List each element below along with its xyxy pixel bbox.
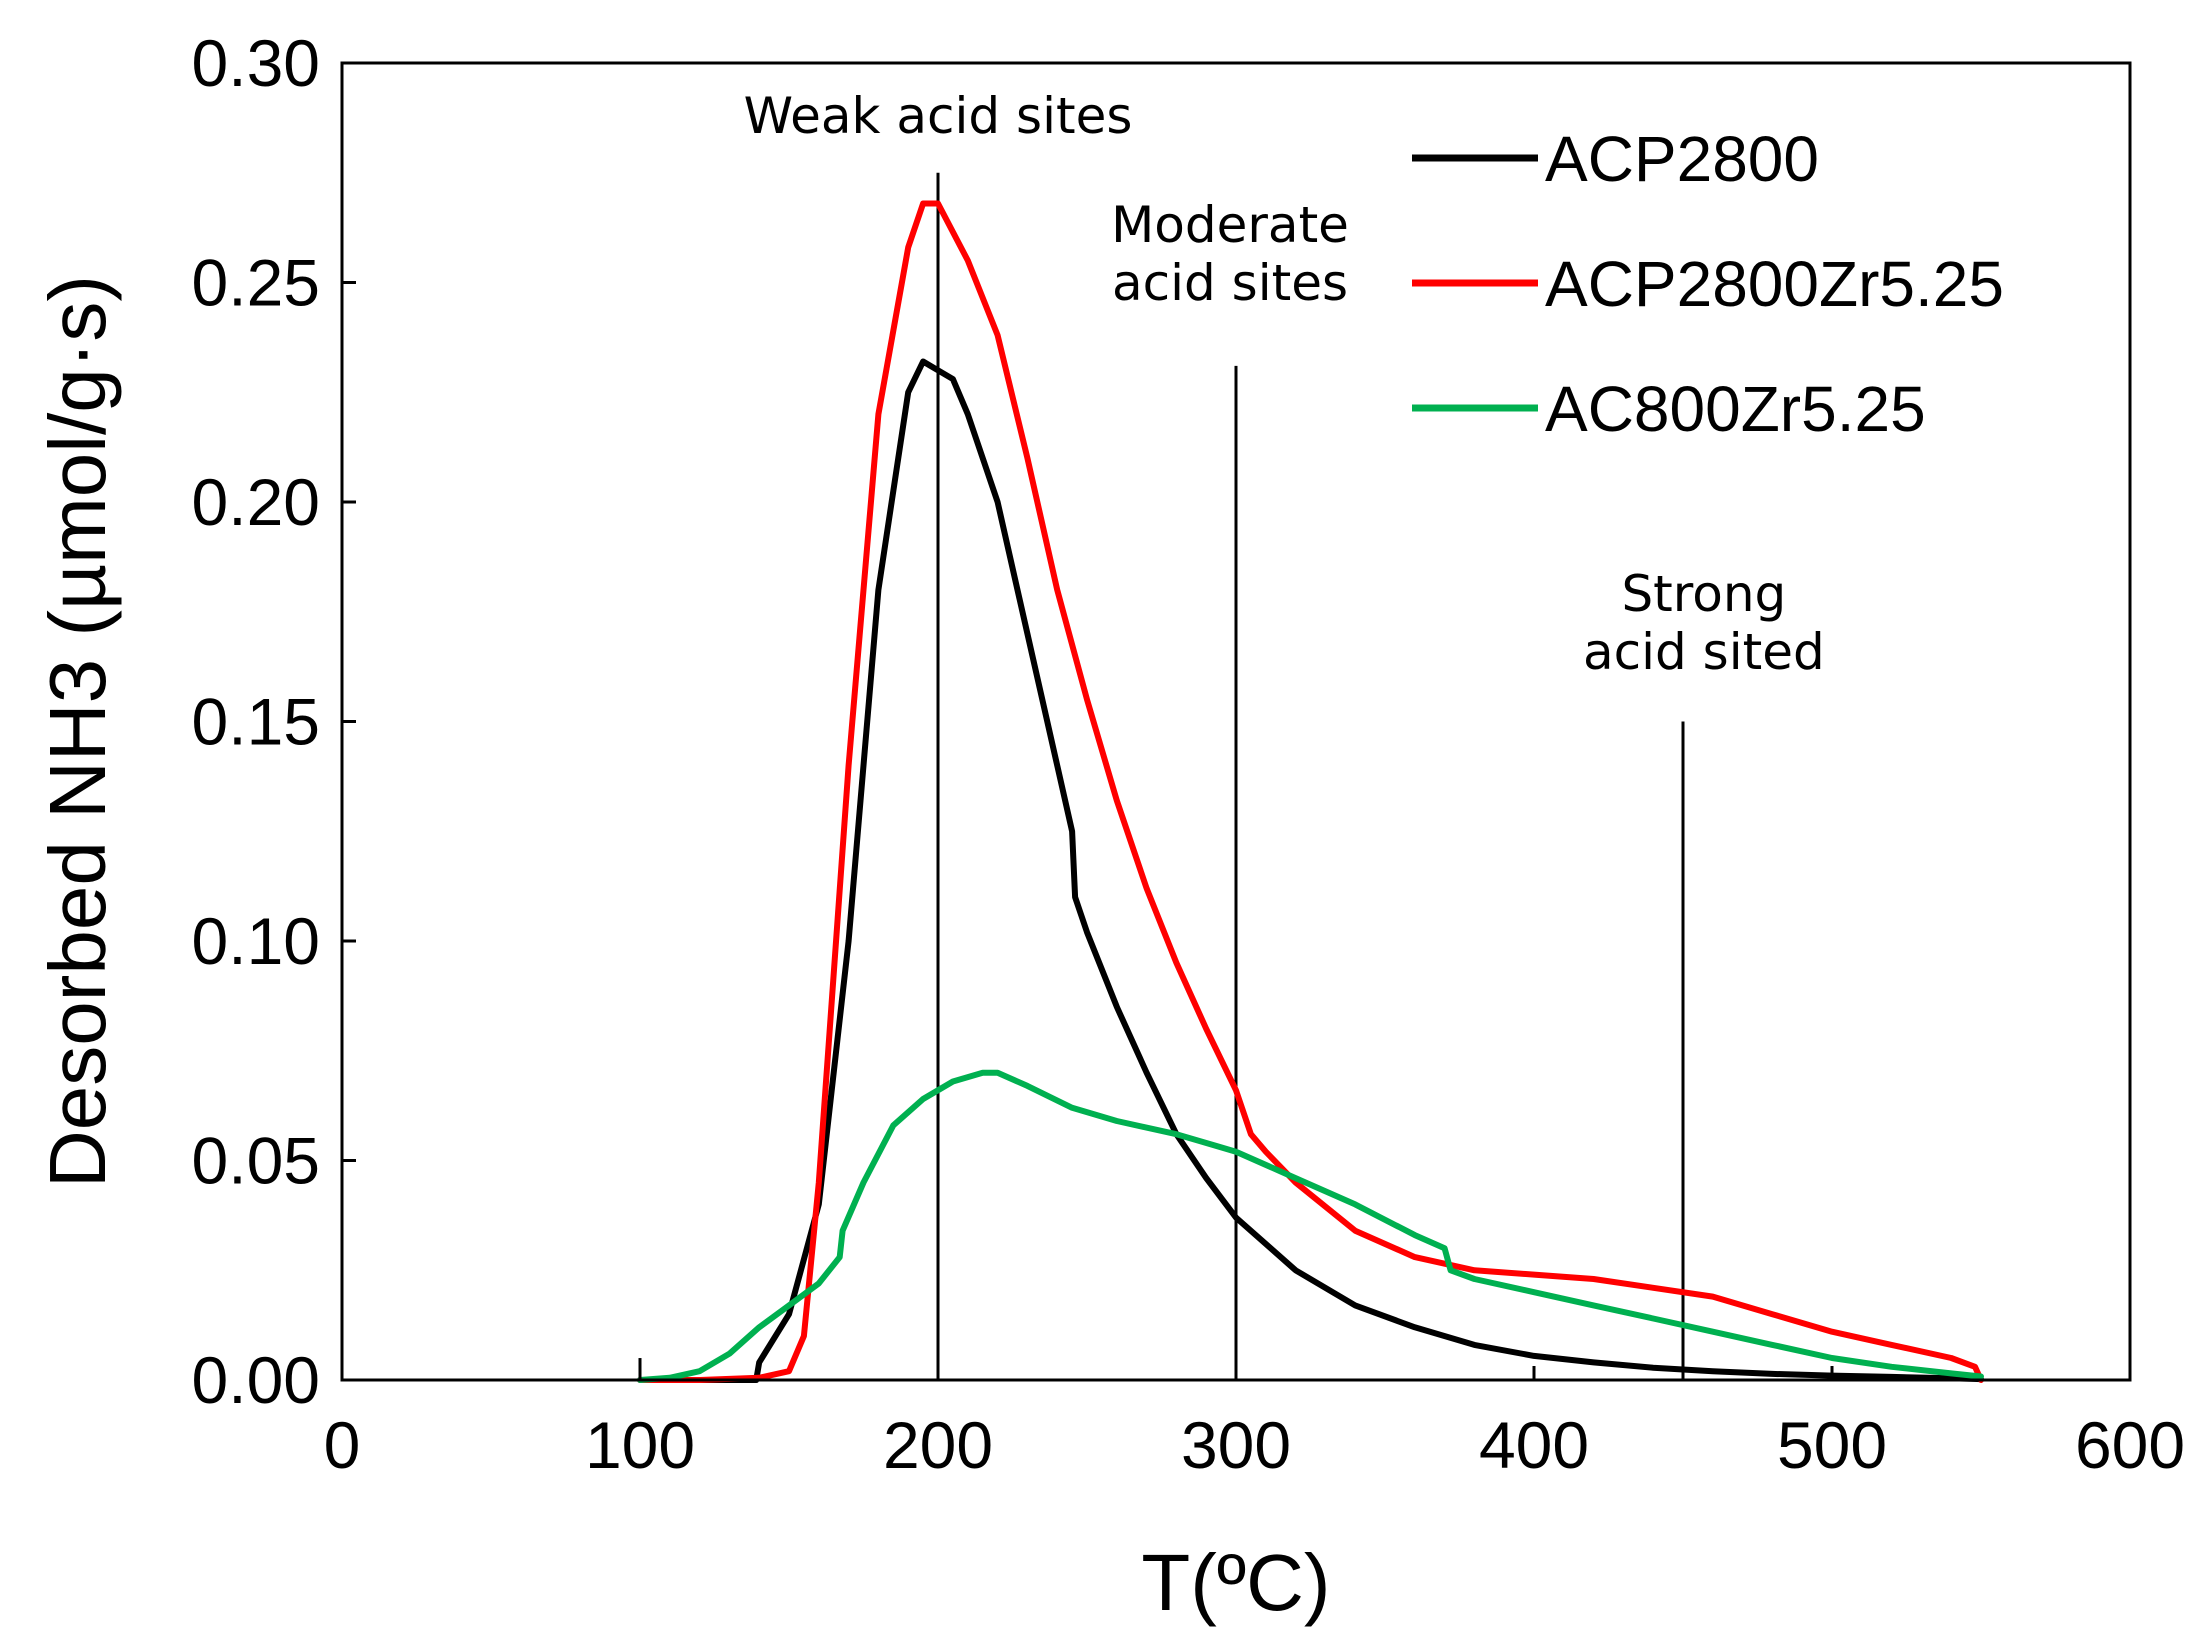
x-tick-label: 500: [1777, 1408, 1887, 1482]
y-tick-label: 0.05: [192, 1124, 320, 1198]
y-tick-label: 0.15: [192, 685, 320, 759]
legend-label: ACP2800Zr5.25: [1545, 248, 2004, 320]
x-tick-label: 0: [324, 1408, 361, 1482]
legend-label: ACP2800: [1545, 123, 1819, 195]
y-axis-title: Desorbed NH3 (µmol/g·s): [33, 275, 122, 1188]
y-tick-label: 0.30: [192, 26, 320, 100]
y-tick-label: 0.10: [192, 904, 320, 978]
y-axis-ticks: 0.00 0.05 0.10 0.15 0.20 0.25 0.30: [192, 26, 356, 1417]
series-layer: [637, 200, 1984, 1383]
annotation-label: Weak acid sites: [744, 87, 1133, 145]
x-tick-label: 200: [883, 1408, 993, 1482]
y-tick-label: 0.25: [192, 246, 320, 320]
x-tick-label: 300: [1181, 1408, 1291, 1482]
legend: ACP2800 ACP2800Zr5.25 AC800Zr5.25: [1412, 123, 2004, 445]
x-axis-ticks: 0 100 200 300 400 500 600: [324, 1366, 2185, 1482]
legend-label: AC800Zr5.25: [1545, 373, 1926, 445]
annotation-label: Moderate: [1111, 196, 1349, 254]
reference-lines: [638, 172, 1685, 1380]
x-tick-label: 100: [585, 1408, 695, 1482]
annotation-label: acid sited: [1583, 623, 1825, 681]
y-tick-label: 0.20: [192, 465, 320, 539]
annotation-label: Strong: [1621, 565, 1786, 623]
x-tick-label: 600: [2075, 1408, 2185, 1482]
x-tick-label: 400: [1479, 1408, 1589, 1482]
series-line-acp2800zr5-25: [637, 200, 1984, 1383]
annotation-label: acid sites: [1112, 254, 1348, 312]
y-tick-label: 0.00: [192, 1343, 320, 1417]
x-axis-title: T(ºC): [1141, 1538, 1330, 1627]
series-line-ac800zr5-25: [637, 1069, 1984, 1383]
series-line-acp2800: [637, 358, 1984, 1383]
